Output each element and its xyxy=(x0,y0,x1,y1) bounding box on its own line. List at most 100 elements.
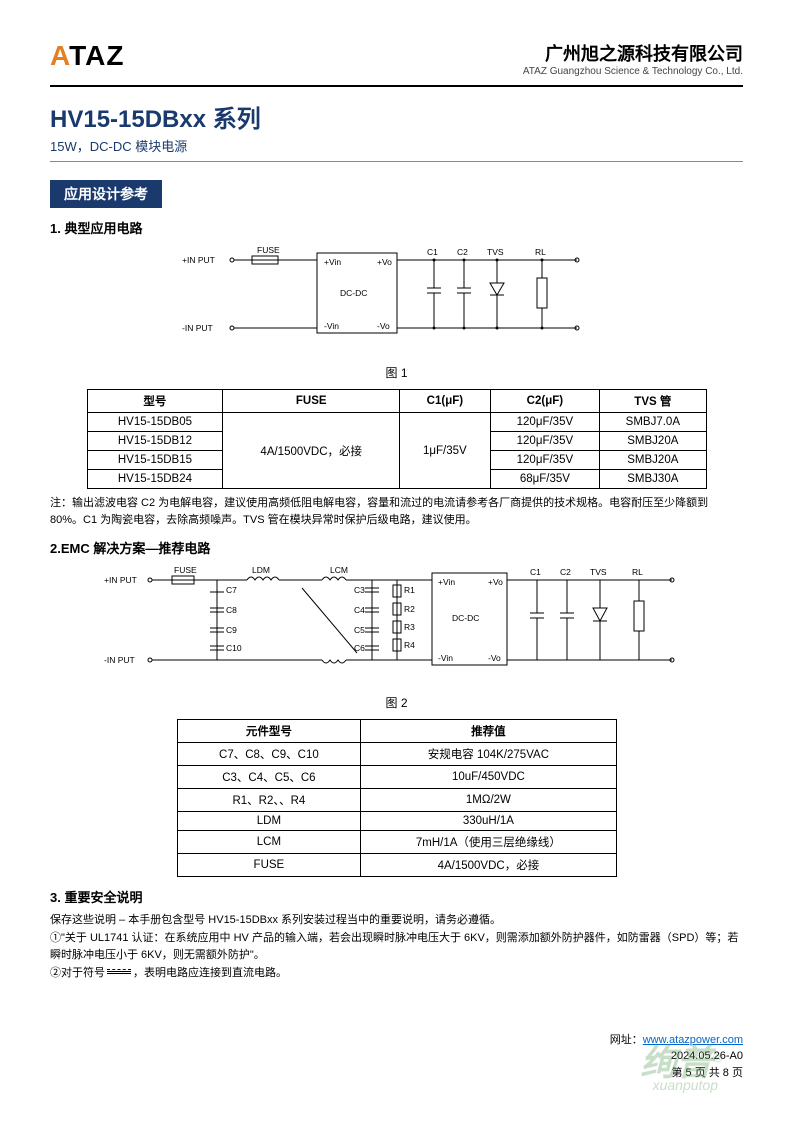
svg-text:C1: C1 xyxy=(427,247,438,257)
t1-h-model: 型号 xyxy=(87,390,223,413)
company-name-cn: 广州旭之源科技有限公司 xyxy=(523,40,743,66)
footer-url-link[interactable]: www.atazpower.com xyxy=(643,1034,743,1046)
t1-cell: 120μF/35V xyxy=(490,451,600,470)
t1-cell: SMBJ20A xyxy=(600,451,706,470)
component-table-1: 型号 FUSE C1(μF) C2(μF) TVS 管 HV15-15DB05 … xyxy=(87,389,707,489)
svg-text:C3: C3 xyxy=(354,585,365,595)
t2-cell: R1、R2、、R4 xyxy=(177,789,361,812)
company-name-en: ATAZ Guangzhou Science & Technology Co.,… xyxy=(523,66,743,77)
svg-text:+Vin: +Vin xyxy=(324,257,341,267)
logo-prefix: A xyxy=(50,40,69,71)
svg-text:LCM: LCM xyxy=(330,565,348,575)
svg-text:TVS: TVS xyxy=(487,247,504,257)
t1-cell: HV15-15DB12 xyxy=(87,432,223,451)
footer-url-label: 网址： xyxy=(610,1034,643,1046)
t1-h-fuse: FUSE xyxy=(223,390,400,413)
t1-cell: HV15-15DB24 xyxy=(87,470,223,489)
t2-h-part: 元件型号 xyxy=(177,720,361,743)
t1-cell: SMBJ30A xyxy=(600,470,706,489)
svg-text:-Vo: -Vo xyxy=(377,321,390,331)
header-divider xyxy=(50,85,743,87)
t1-cell: SMBJ20A xyxy=(600,432,706,451)
svg-text:C7: C7 xyxy=(226,585,237,595)
t2-cell: C3、C4、C5、C6 xyxy=(177,766,361,789)
svg-text:R4: R4 xyxy=(404,640,415,650)
t1-h-tvs: TVS 管 xyxy=(600,390,706,413)
svg-text:C5: C5 xyxy=(354,625,365,635)
t2-cell: FUSE xyxy=(177,854,361,877)
t2-cell: 4A/1500VDC，必接 xyxy=(361,854,616,877)
subsection-3-title: 3. 重要安全说明 xyxy=(50,887,743,906)
footer-page: 第 5 页 共 8 页 xyxy=(610,1065,743,1082)
svg-text:FUSE: FUSE xyxy=(257,245,280,255)
svg-text:+IN PUT: +IN PUT xyxy=(182,255,215,265)
svg-text:R1: R1 xyxy=(404,585,415,595)
company-block: 广州旭之源科技有限公司 ATAZ Guangzhou Science & Tec… xyxy=(523,40,743,77)
t2-cell: LDM xyxy=(177,812,361,831)
svg-text:RL: RL xyxy=(535,247,546,257)
circuit-diagram-2: text{font-size:8.5px;font-family:Arial;}… xyxy=(102,563,692,683)
svg-text:LDM: LDM xyxy=(252,565,270,575)
component-table-2: 元件型号 推荐值 C7、C8、C9、C10安规电容 104K/275VAC C3… xyxy=(177,719,617,877)
svg-text:C10: C10 xyxy=(226,643,242,653)
safety-notes: 保存这些说明 – 本手册包含型号 HV15-15DBxx 系列安装过程当中的重要… xyxy=(50,912,743,982)
svg-text:-Vin: -Vin xyxy=(324,321,339,331)
t1-cell: 120μF/35V xyxy=(490,413,600,432)
dc-symbol-icon xyxy=(107,971,131,974)
svg-text:DC-DC: DC-DC xyxy=(452,613,479,623)
subsection-2-title: 2.EMC 解决方案—推荐电路 xyxy=(50,538,743,557)
svg-text:C2: C2 xyxy=(457,247,468,257)
logo-rest: TAZ xyxy=(69,40,124,71)
product-subtitle: 15W，DC-DC 模块电源 xyxy=(50,136,743,155)
svg-text:-IN PUT: -IN PUT xyxy=(182,323,213,333)
logo: ATAZ xyxy=(50,40,125,72)
svg-text:C9: C9 xyxy=(226,625,237,635)
svg-text:RL: RL xyxy=(632,567,643,577)
svg-text:+Vo: +Vo xyxy=(488,577,503,587)
subsection-1-title: 1. 典型应用电路 xyxy=(50,218,743,237)
t2-cell: 1MΩ/2W xyxy=(361,789,616,812)
svg-text:C1: C1 xyxy=(530,567,541,577)
svg-text:+Vin: +Vin xyxy=(438,577,455,587)
svg-text:-Vo: -Vo xyxy=(488,653,501,663)
t2-cell: 10uF/450VDC xyxy=(361,766,616,789)
svg-text:-IN PUT: -IN PUT xyxy=(104,655,135,665)
note-1: 注：输出滤波电容 C2 为电解电容，建议使用高频低阻电解电容，容量和流过的电流请… xyxy=(50,495,743,528)
section-badge: 应用设计参考 xyxy=(50,180,162,208)
t2-h-value: 推荐值 xyxy=(361,720,616,743)
figure-2-caption: 图 2 xyxy=(50,694,743,711)
t1-cell: SMBJ7.0A xyxy=(600,413,706,432)
svg-text:R3: R3 xyxy=(404,622,415,632)
safety-line-3: ②对于符号，表明电路应连接到直流电路。 xyxy=(50,965,743,983)
t1-h-c1: C1(μF) xyxy=(400,390,490,413)
figure-1-caption: 图 1 xyxy=(50,364,743,381)
safety-line-1: 保存这些说明 – 本手册包含型号 HV15-15DBxx 系列安装过程当中的重要… xyxy=(50,912,743,930)
svg-text:C6: C6 xyxy=(354,643,365,653)
svg-text:+Vo: +Vo xyxy=(377,257,392,267)
t1-h-c2: C2(μF) xyxy=(490,390,600,413)
footer-date: 2024.05.26-A0 xyxy=(610,1048,743,1065)
title-divider xyxy=(50,161,743,162)
t1-cell: HV15-15DB15 xyxy=(87,451,223,470)
t2-cell: C7、C8、C9、C10 xyxy=(177,743,361,766)
svg-text:DC-DC: DC-DC xyxy=(340,288,367,298)
t1-cell: 4A/1500VDC，必接 xyxy=(223,413,400,489)
page-footer: 网址：www.atazpower.com 2024.05.26-A0 第 5 页… xyxy=(610,1032,743,1082)
svg-text:TVS: TVS xyxy=(590,567,607,577)
title-block: HV15-15DBxx 系列 15W，DC-DC 模块电源 xyxy=(50,99,743,155)
diagram-2: text{font-size:8.5px;font-family:Arial;}… xyxy=(50,563,743,688)
t1-cell: 1μF/35V xyxy=(400,413,490,489)
circuit-diagram-1: text{font-size:9px;font-family:Arial;} +… xyxy=(177,243,617,353)
svg-text:C2: C2 xyxy=(560,567,571,577)
t1-cell: 120μF/35V xyxy=(490,432,600,451)
svg-text:C8: C8 xyxy=(226,605,237,615)
page-header: ATAZ 广州旭之源科技有限公司 ATAZ Guangzhou Science … xyxy=(50,40,743,77)
t2-cell: 7mH/1A（使用三层绝缘线） xyxy=(361,831,616,854)
svg-text:C4: C4 xyxy=(354,605,365,615)
svg-text:-Vin: -Vin xyxy=(438,653,453,663)
t1-cell: HV15-15DB05 xyxy=(87,413,223,432)
diagram-1: text{font-size:9px;font-family:Arial;} +… xyxy=(50,243,743,358)
product-series-title: HV15-15DBxx 系列 xyxy=(50,99,743,134)
t2-cell: 安规电容 104K/275VAC xyxy=(361,743,616,766)
svg-text:+IN PUT: +IN PUT xyxy=(104,575,137,585)
